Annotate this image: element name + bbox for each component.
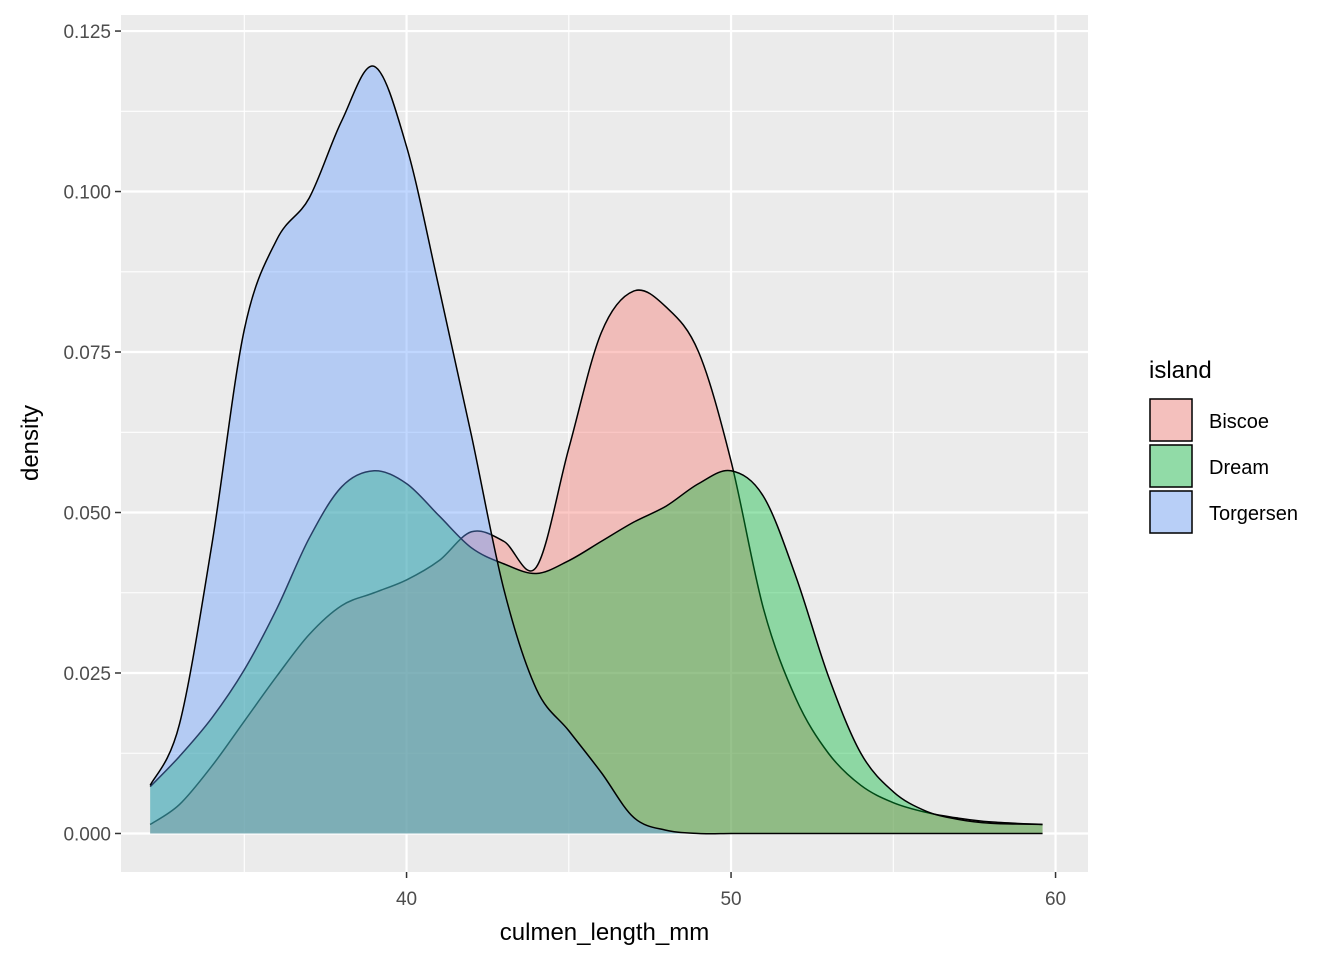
y-tick-label: 0.125 <box>63 22 111 43</box>
density-line-biscoe <box>149 289 1043 826</box>
minor-gridlines <box>121 15 1088 872</box>
legend-label-torgersen: Torgersen <box>1209 503 1298 525</box>
legend-label-dream: Dream <box>1209 457 1269 479</box>
density-area-biscoe <box>150 290 1043 834</box>
density-line-dream <box>149 469 1043 826</box>
legend-key-biscoe <box>1149 398 1193 442</box>
y-tick-label: 0.025 <box>63 664 111 685</box>
legend-title: island <box>1149 357 1212 384</box>
density-line-torgersen <box>149 65 1043 835</box>
x-axis: 40 50 60 <box>396 872 1066 910</box>
legend-key-torgersen <box>1149 490 1193 534</box>
y-tick-label: 0.100 <box>63 183 111 204</box>
plot-panel <box>121 15 1088 872</box>
y-axis-title: density <box>17 405 44 481</box>
legend-items: Biscoe Dream Torgersen <box>1149 398 1298 534</box>
y-tick-label: 0.050 <box>63 504 111 525</box>
legend-label-biscoe: Biscoe <box>1209 411 1269 433</box>
legend-swatch-biscoe <box>1149 398 1193 442</box>
y-tick-label: 0.000 <box>63 824 111 845</box>
legend: island Biscoe Dream Torgersen <box>1149 357 1298 534</box>
x-tick-label: 60 <box>1045 889 1066 910</box>
legend-swatch-dream <box>1149 444 1193 488</box>
density-area-dream <box>150 470 1043 834</box>
x-tick-label: 40 <box>396 889 417 910</box>
x-tick-label: 50 <box>720 889 741 910</box>
x-axis-title: culmen_length_mm <box>500 919 709 946</box>
density-area-torgersen <box>150 66 1043 834</box>
density-areas <box>149 65 1043 835</box>
legend-key-dream <box>1149 444 1193 488</box>
y-tick-label: 0.075 <box>63 343 111 364</box>
legend-swatch-torgersen <box>1149 490 1193 534</box>
y-axis: 0.000 0.025 0.050 0.075 0.100 0.125 <box>63 22 121 845</box>
